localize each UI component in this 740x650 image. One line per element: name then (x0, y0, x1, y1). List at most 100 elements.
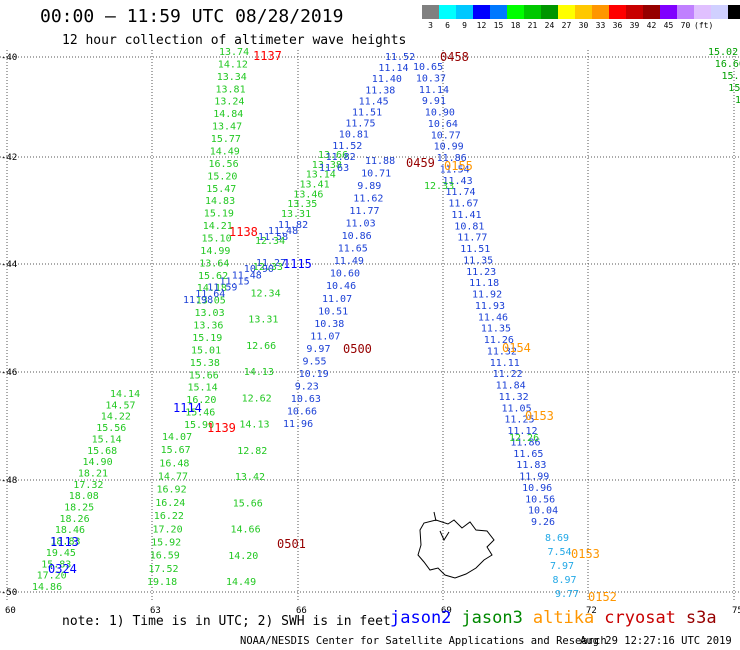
legend-label: 42 (646, 21, 657, 30)
color-legend: 3 6 9 12 15 18 21 24 27 30 33 36 39 42 45 70 (ft) (422, 5, 740, 30)
legend-label: 18 (510, 21, 521, 30)
swh-value: 13.03 (195, 308, 225, 319)
swh-value: 15.19 (204, 209, 234, 220)
swh-value: 10.37 (416, 73, 446, 84)
swh-value: 8.97 (553, 575, 577, 586)
swh-value: 18.21 (78, 469, 108, 480)
swh-value: 11.22 (493, 369, 523, 380)
pass-time-label: 1139 (207, 421, 236, 435)
swh-value: 11.93 (475, 301, 505, 312)
swh-value: 12.26 (509, 433, 539, 444)
swh-value: 11.74 (445, 187, 475, 198)
swh-value: 11.07 (322, 294, 352, 305)
swh-value: 11.48 (268, 226, 298, 237)
legend-swatch (524, 5, 541, 19)
swh-value: 11.77 (457, 233, 487, 244)
swh-value: 18.08 (69, 491, 99, 502)
swh-value: 13.41 (300, 180, 330, 191)
swh-value: 11.23 (466, 267, 496, 278)
swh-value: 14.13 (239, 420, 269, 431)
swh-value: 11.98 (183, 295, 213, 306)
swh-value: 11.14 (378, 63, 408, 74)
swh-value: 11.82 (278, 220, 308, 231)
swh-value: 10.38 (314, 319, 344, 330)
swh-value: 11.32 (499, 392, 529, 403)
swh-value: 14.86 (32, 582, 62, 593)
legend-label: 70 (680, 21, 691, 30)
pass-time-label: 0501 (277, 537, 306, 551)
swh-value: 13.31 (248, 315, 278, 326)
swh-value: 13.14 (306, 170, 336, 181)
swh-value: 16.22 (154, 511, 184, 522)
satellite-label: jason3 (461, 608, 523, 628)
pass-time-labels: 1137 0458 0459 0155 1138 1115 0500 0154 1114 1139… (48, 49, 617, 604)
pass-time-label: 0155 (444, 159, 473, 173)
swh-value: 11.52 (332, 141, 362, 152)
lat-tick-label: -48 (1, 476, 17, 486)
swh-value: 13.74 (219, 47, 249, 58)
satellite-label: cryosat (604, 608, 676, 628)
legend-swatch (575, 5, 592, 19)
legend-label: 6 (445, 21, 450, 30)
swh-value: 16.20 (186, 395, 216, 406)
swh-value: 12.34 (251, 289, 281, 300)
swh-value: 13.64 (199, 258, 229, 269)
swh-value: 15.01 (191, 345, 221, 356)
pass-time-label: 0459 (406, 156, 435, 170)
swh-value: 11.51 (460, 244, 490, 255)
swh-value: 13.24 (214, 97, 244, 108)
swh-value: 10.77 (431, 130, 461, 141)
swh-value: 14.84 (213, 109, 243, 120)
swh-value: 10.99 (434, 142, 464, 153)
footer-note: note: 1) Time is in UTC; 2) SWH is in fe… (62, 614, 391, 629)
legend-swatch (422, 5, 439, 19)
swh-value: 14.18 (197, 283, 227, 294)
swh-value: 16.60 (715, 59, 740, 70)
swh-value: 15.02 (708, 47, 738, 58)
swh-value: 11.48 (232, 270, 262, 281)
swh-value: 11.58 (258, 232, 288, 243)
swh-value: 18.26 (60, 514, 90, 525)
swh-value: 15.19 (192, 333, 222, 344)
swh-value: 12.33 (253, 262, 283, 273)
swh-value: 15.56 (96, 423, 126, 434)
swh-value: 17.20 (37, 571, 67, 582)
swh-value: 13.31 (281, 209, 311, 220)
legend-swatch (643, 5, 660, 19)
satellite-legend: jason2 jason3 altika cryosat s3a (390, 608, 727, 628)
swh-value: 13.81 (216, 84, 246, 95)
swh-value: 7.97 (550, 561, 574, 572)
swh-value: 15.10 (202, 234, 232, 245)
page-title: 00:00 – 11:59 UTC 08/28/2019 (40, 6, 344, 27)
swh-value: 12.34 (255, 236, 285, 247)
pass-time-label: 0153 (525, 409, 554, 423)
swh-value: 11.25 (504, 415, 534, 426)
swh-value: 15.68 (87, 446, 117, 457)
legend-labels: 3 6 9 12 15 18 21 24 27 30 33 36 39 42 45 70 (ft) (422, 21, 740, 30)
swh-value: 10.04 (528, 506, 558, 517)
lat-tick-label: -42 (1, 153, 17, 163)
legend-unit-label: (ft) (694, 21, 714, 30)
swh-value: 15.66 (233, 498, 263, 509)
swh-value: 14.83 (205, 196, 235, 207)
swh-value: 14.20 (228, 551, 258, 562)
swh-value: 11.03 (346, 219, 376, 230)
footer-timestamp: Aug 29 12:27:16 UTC 2019 (580, 635, 732, 647)
swh-value: 9.89 (357, 181, 381, 192)
swh-value: 11.32 (487, 346, 517, 357)
swh-value: 9.23 (295, 381, 319, 392)
swh-value: 9.77 (555, 589, 579, 600)
swh-value: 11.99 (519, 472, 549, 483)
swh-value: 14.13 (244, 367, 274, 378)
swh-value: 16.92 (157, 485, 187, 496)
swh-value: 11.52 (385, 52, 415, 63)
swh-value: 15.67 (161, 445, 191, 456)
grid-lines (0, 50, 740, 600)
island-shape (417, 519, 495, 579)
swh-value: 9.97 (306, 344, 330, 355)
swh-value: 11.14 (419, 85, 449, 96)
swh-value: 15.62 (198, 271, 228, 282)
island-outline (417, 511, 495, 579)
